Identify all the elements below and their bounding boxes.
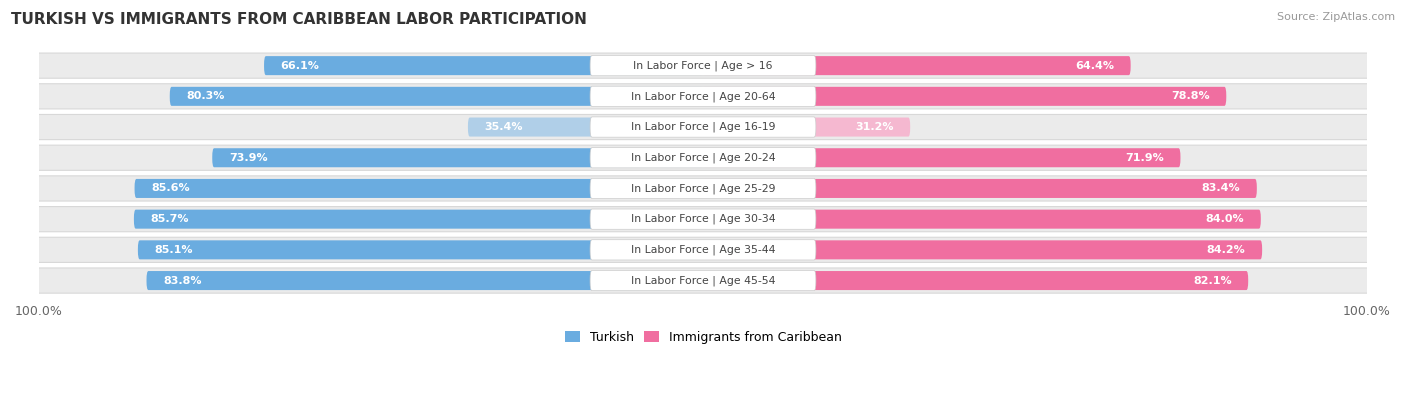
FancyBboxPatch shape [30,145,1376,170]
FancyBboxPatch shape [703,210,1261,229]
Text: Source: ZipAtlas.com: Source: ZipAtlas.com [1277,12,1395,22]
FancyBboxPatch shape [703,118,910,137]
FancyBboxPatch shape [591,56,815,76]
FancyBboxPatch shape [30,207,1376,232]
Text: 78.8%: 78.8% [1171,91,1209,102]
Text: In Labor Force | Age 16-19: In Labor Force | Age 16-19 [631,122,775,132]
FancyBboxPatch shape [138,240,703,260]
FancyBboxPatch shape [135,179,703,198]
Text: 85.7%: 85.7% [150,214,188,224]
FancyBboxPatch shape [591,209,815,229]
Text: 85.6%: 85.6% [152,183,190,194]
FancyBboxPatch shape [703,56,1130,75]
FancyBboxPatch shape [30,115,1376,139]
FancyBboxPatch shape [170,87,703,106]
FancyBboxPatch shape [703,271,1249,290]
Text: 84.0%: 84.0% [1205,214,1244,224]
FancyBboxPatch shape [212,148,703,167]
FancyBboxPatch shape [146,271,703,290]
Text: In Labor Force | Age 20-64: In Labor Force | Age 20-64 [631,91,775,102]
Text: In Labor Force | Age 45-54: In Labor Force | Age 45-54 [631,275,775,286]
FancyBboxPatch shape [30,268,1376,293]
Text: 66.1%: 66.1% [281,61,319,71]
Text: 84.2%: 84.2% [1206,245,1246,255]
Text: In Labor Force | Age 20-24: In Labor Force | Age 20-24 [631,152,775,163]
FancyBboxPatch shape [30,84,1376,109]
Text: 73.9%: 73.9% [229,153,267,163]
Text: In Labor Force | Age 25-29: In Labor Force | Age 25-29 [631,183,775,194]
Legend: Turkish, Immigrants from Caribbean: Turkish, Immigrants from Caribbean [560,326,846,349]
FancyBboxPatch shape [591,148,815,168]
FancyBboxPatch shape [591,86,815,107]
Text: 64.4%: 64.4% [1076,61,1114,71]
FancyBboxPatch shape [591,117,815,137]
Text: In Labor Force | Age 35-44: In Labor Force | Age 35-44 [631,245,775,255]
FancyBboxPatch shape [591,178,815,199]
Text: 71.9%: 71.9% [1125,153,1164,163]
Text: 31.2%: 31.2% [855,122,894,132]
Text: 35.4%: 35.4% [485,122,523,132]
FancyBboxPatch shape [30,176,1376,201]
Text: 85.1%: 85.1% [155,245,193,255]
FancyBboxPatch shape [468,118,703,137]
Text: In Labor Force | Age 30-34: In Labor Force | Age 30-34 [631,214,775,224]
FancyBboxPatch shape [134,210,703,229]
FancyBboxPatch shape [591,240,815,260]
Text: TURKISH VS IMMIGRANTS FROM CARIBBEAN LABOR PARTICIPATION: TURKISH VS IMMIGRANTS FROM CARIBBEAN LAB… [11,12,588,27]
FancyBboxPatch shape [703,240,1263,260]
Text: 82.1%: 82.1% [1192,276,1232,286]
FancyBboxPatch shape [703,179,1257,198]
Text: 80.3%: 80.3% [187,91,225,102]
FancyBboxPatch shape [30,237,1376,262]
FancyBboxPatch shape [591,271,815,291]
Text: In Labor Force | Age > 16: In Labor Force | Age > 16 [633,60,773,71]
FancyBboxPatch shape [30,53,1376,78]
Text: 83.4%: 83.4% [1202,183,1240,194]
Text: 83.8%: 83.8% [163,276,201,286]
FancyBboxPatch shape [703,87,1226,106]
FancyBboxPatch shape [703,148,1181,167]
FancyBboxPatch shape [264,56,703,75]
